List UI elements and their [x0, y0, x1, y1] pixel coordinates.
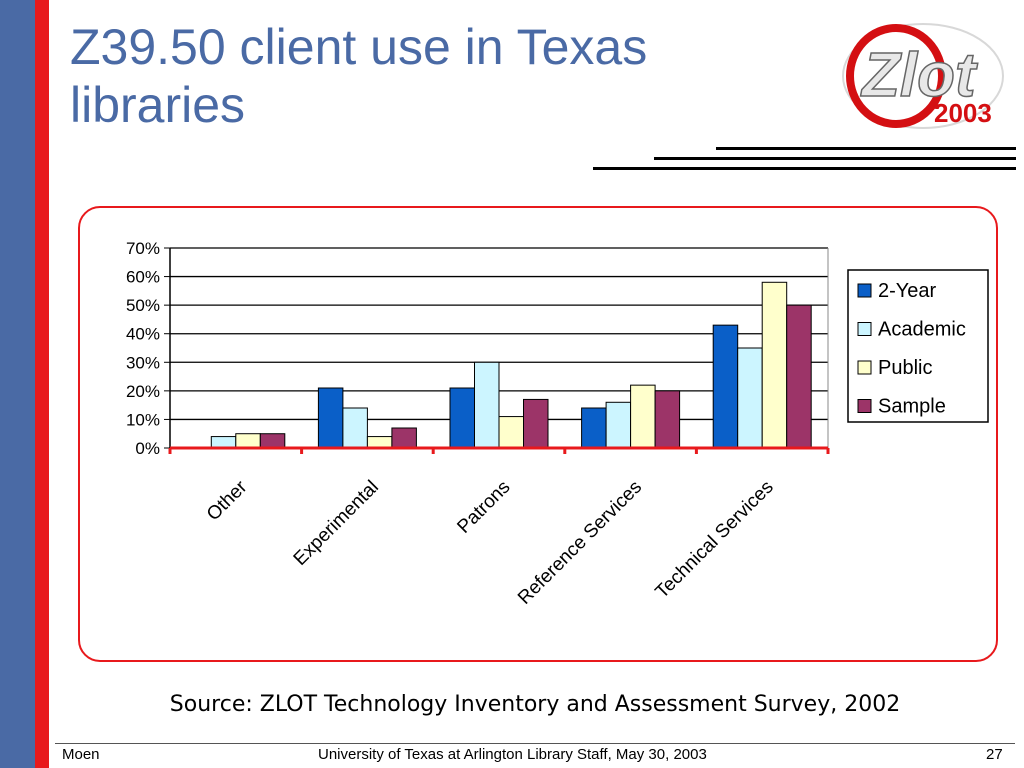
footer-event: University of Texas at Arlington Library…	[318, 746, 707, 763]
y-tick-label: 40%	[126, 325, 160, 344]
left-blue-stripe	[0, 0, 35, 768]
legend-swatch	[857, 322, 872, 336]
bar-sample	[259, 433, 286, 449]
decor-line-3	[593, 167, 1016, 170]
y-tick-label: 50%	[126, 296, 160, 315]
x-category-label: Experimental	[290, 477, 383, 570]
bar-public	[761, 281, 788, 449]
bar-academic	[342, 407, 368, 449]
source-caption: Source: ZLOT Technology Inventory and As…	[169, 692, 901, 717]
bar-public	[235, 433, 261, 449]
y-tick-label: 30%	[126, 353, 160, 372]
bar-academic	[737, 347, 763, 449]
y-tick-label: 10%	[126, 410, 160, 429]
legend-label: Public	[878, 357, 932, 379]
bar-public	[630, 384, 656, 449]
bar-2-year	[449, 387, 475, 449]
x-category-label: Other	[203, 476, 252, 525]
y-tick-label: 70%	[126, 239, 160, 258]
x-category-label: Patrons	[453, 477, 514, 538]
bar-public	[366, 436, 393, 449]
bar-public	[498, 416, 524, 449]
bar-academic	[605, 401, 632, 449]
bar-academic	[474, 361, 500, 449]
slide-title: Z39.50 client use in Texas libraries	[70, 19, 648, 133]
bar-2-year	[317, 387, 344, 449]
x-category-label: Reference Services	[514, 477, 646, 609]
left-red-stripe	[35, 0, 49, 768]
y-tick-label: 20%	[126, 382, 160, 401]
legend-label: 2-Year	[878, 280, 937, 302]
bar-sample	[523, 398, 549, 449]
page-number: 27	[986, 746, 1003, 763]
x-category-label: Technical Services	[652, 477, 778, 603]
legend-swatch	[857, 283, 872, 298]
decor-line-2	[654, 157, 1016, 160]
legend-label: Sample	[878, 396, 946, 418]
bar-2-year	[581, 407, 607, 449]
legend-swatch	[857, 360, 872, 375]
zlot-logo: Zlot 2003	[842, 23, 1004, 129]
legend-label: Academic	[878, 319, 966, 341]
svg-text:2003: 2003	[934, 98, 992, 128]
bar-sample	[654, 390, 681, 449]
bar-2-year	[712, 324, 739, 449]
bar-chart: 0% 10% 20% 30% 40% 50% 60% 70% Other Experimental…	[126, 239, 989, 609]
svg-text:Zlot: Zlot	[860, 41, 978, 110]
bar-sample	[391, 427, 417, 449]
y-tick-label: 60%	[126, 268, 160, 287]
bar-sample	[786, 304, 812, 449]
decor-line-1	[716, 147, 1016, 150]
footer-divider	[55, 743, 1015, 744]
legend-swatch	[857, 399, 872, 413]
footer-author: Moen	[62, 746, 100, 763]
y-tick-label: 0%	[135, 439, 160, 458]
chart-frame: 0% 10% 20% 30% 40% 50% 60% 70% Other Experimental…	[78, 206, 998, 662]
bar-academic	[210, 436, 237, 449]
